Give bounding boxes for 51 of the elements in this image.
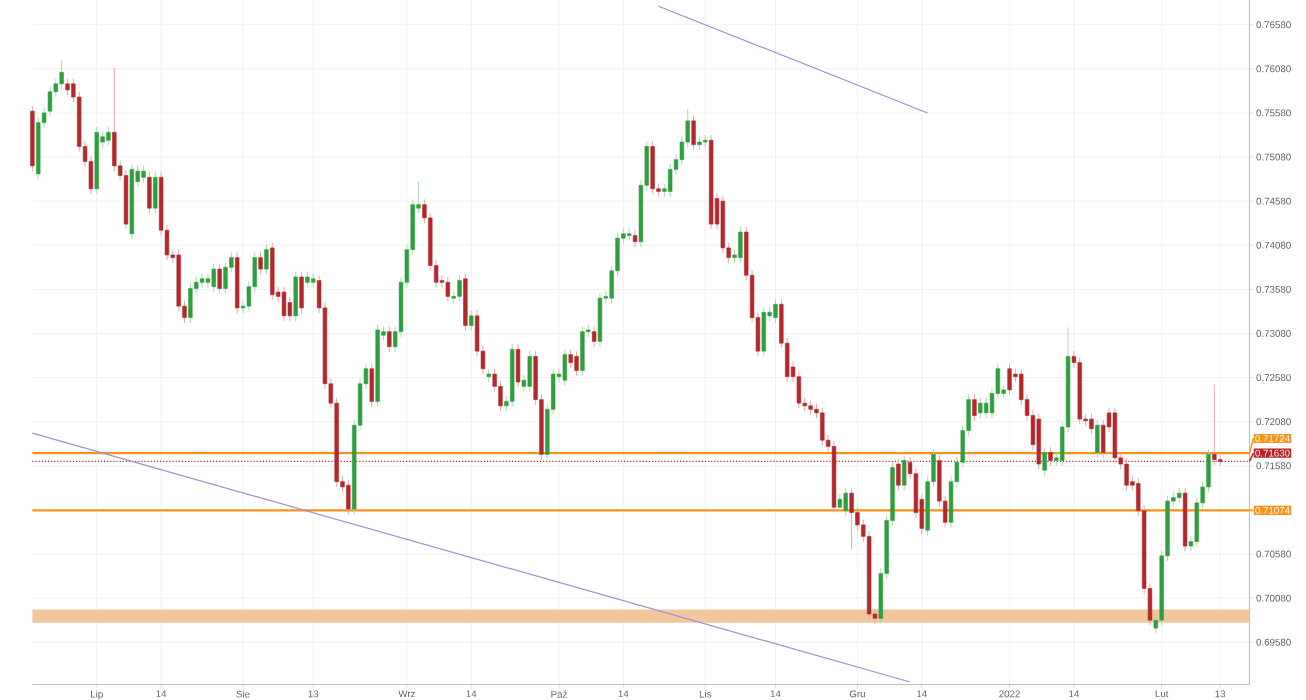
candlestick [1007,362,1012,396]
candlestick [738,226,743,264]
candlestick [59,59,64,90]
candlestick [597,292,603,348]
candlestick [632,229,638,248]
candlestick [188,282,193,324]
candlestick [369,362,374,408]
candlestick [843,487,848,517]
candlestick [299,271,304,314]
candlestick [199,272,205,288]
candlestick [902,454,907,491]
candlestick [773,298,778,324]
candlestick [264,243,269,275]
candlestick [527,350,532,393]
candlestick [568,348,573,369]
candlestick [972,393,977,422]
candlestick [849,487,854,551]
candlestick [217,263,222,295]
candlestick [1089,413,1094,435]
candlestick [457,274,462,303]
candlestick [346,479,351,515]
candlestick [153,171,158,214]
candlestick [1212,384,1217,466]
candlestick [205,272,211,288]
candlestick [515,343,521,388]
candlestick [293,271,298,322]
candlestick [147,171,152,214]
candlestick [580,325,585,377]
candlestick [287,296,293,322]
candlestick [820,406,825,446]
candlestick [1095,419,1100,459]
candlestick [978,397,983,419]
candlestick [691,114,696,151]
candlestick [387,325,392,353]
candlestick [469,309,474,332]
candlestick [106,126,111,146]
candlestick [837,493,843,513]
candlestick [211,263,216,293]
candlestick [270,242,275,301]
candlestick [761,306,766,357]
candlestick [463,272,468,332]
candlestick [281,286,287,322]
candlestick [258,251,263,275]
candlestick [796,370,802,409]
candlestick [574,350,579,377]
candlestick [562,348,568,386]
candlestick [650,140,655,195]
candlestick [1042,446,1047,476]
candlestick [983,397,989,419]
candlestick [445,276,450,303]
candlestick [591,325,597,348]
